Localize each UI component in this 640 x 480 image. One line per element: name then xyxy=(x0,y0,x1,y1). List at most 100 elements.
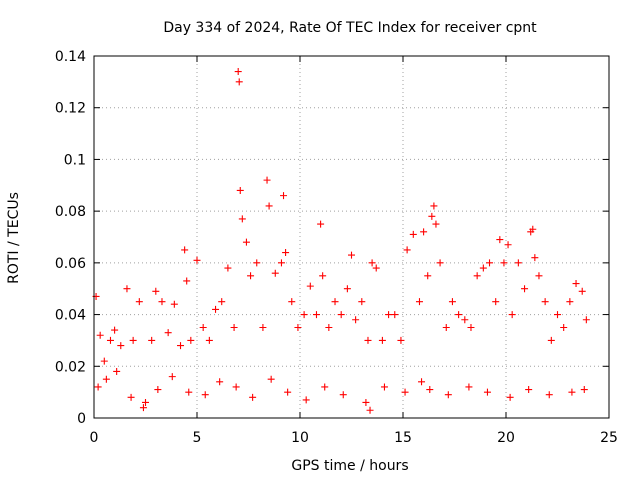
data-point xyxy=(331,298,339,306)
x-tick-label: 5 xyxy=(193,430,202,446)
data-point xyxy=(177,342,185,350)
data-point xyxy=(473,272,481,280)
data-point xyxy=(479,264,487,272)
data-point xyxy=(312,311,320,319)
data-point xyxy=(514,259,522,267)
data-point xyxy=(401,388,409,396)
data-point xyxy=(96,331,104,339)
x-tick-label: 25 xyxy=(600,430,618,446)
data-point xyxy=(415,298,423,306)
data-point xyxy=(294,324,302,331)
data-point xyxy=(224,264,232,272)
data-point xyxy=(424,272,432,280)
data-point xyxy=(247,272,255,280)
data-point xyxy=(362,398,370,406)
data-point xyxy=(572,280,580,288)
data-point xyxy=(430,202,438,210)
data-point xyxy=(271,269,279,277)
data-point xyxy=(142,398,149,406)
data-point xyxy=(448,298,456,306)
data-point xyxy=(102,375,110,383)
data-point xyxy=(232,383,240,391)
data-point xyxy=(267,375,275,383)
data-point xyxy=(560,324,568,331)
data-point xyxy=(508,311,516,319)
data-point xyxy=(368,259,376,267)
data-point xyxy=(212,305,220,313)
y-tick-label: 0.08 xyxy=(55,204,86,220)
data-point xyxy=(455,311,463,319)
data-point xyxy=(343,285,351,293)
data-point xyxy=(366,406,374,414)
data-point xyxy=(535,272,543,280)
data-point xyxy=(378,336,386,344)
data-point xyxy=(135,298,143,306)
data-point xyxy=(302,396,310,404)
data-point xyxy=(280,192,288,200)
data-point xyxy=(348,251,355,259)
data-point xyxy=(364,336,372,344)
data-point xyxy=(218,298,226,306)
data-point xyxy=(372,264,380,272)
axis-ticks: 0 5 10 15 20 25 0 0.02 0.04 0.06 0.08 0.1 0.12 0.14 xyxy=(55,49,618,446)
data-point xyxy=(183,277,191,285)
data-point xyxy=(547,336,555,344)
data-point xyxy=(580,386,588,394)
data-point xyxy=(185,388,193,396)
data-point xyxy=(139,404,147,412)
data-point xyxy=(306,282,314,290)
data-point xyxy=(154,386,162,394)
data-point xyxy=(418,378,426,386)
data-point xyxy=(113,367,121,375)
data-point xyxy=(168,373,176,381)
data-point xyxy=(158,298,166,306)
data-point xyxy=(249,393,257,401)
data-point xyxy=(506,393,514,401)
data-point xyxy=(428,212,436,220)
data-point xyxy=(500,259,508,267)
plot-frame xyxy=(93,55,610,419)
data-points xyxy=(92,68,590,414)
data-point xyxy=(300,311,308,319)
data-point xyxy=(420,228,428,236)
data-point xyxy=(380,383,388,391)
data-point xyxy=(117,342,125,350)
data-point xyxy=(242,238,250,246)
data-point xyxy=(100,357,108,365)
data-point xyxy=(230,324,238,331)
data-point xyxy=(461,316,469,324)
data-point xyxy=(111,326,119,334)
y-tick-label: 0.04 xyxy=(55,308,86,324)
data-point xyxy=(129,336,137,344)
data-point xyxy=(391,311,399,319)
data-point xyxy=(277,259,285,267)
data-point xyxy=(486,259,494,267)
data-point xyxy=(496,236,504,244)
x-tick-label: 15 xyxy=(394,430,412,446)
data-point xyxy=(545,391,553,399)
data-point xyxy=(235,78,243,86)
data-point xyxy=(554,311,561,319)
data-point xyxy=(265,202,273,210)
data-point xyxy=(465,383,473,391)
y-axis-title: ROTI / TECUs xyxy=(6,192,22,284)
x-tick-label: 20 xyxy=(497,430,515,446)
data-point xyxy=(432,220,440,228)
data-point xyxy=(358,298,366,306)
data-point xyxy=(282,249,290,257)
data-point xyxy=(531,254,539,262)
data-point xyxy=(236,186,244,194)
data-point xyxy=(426,386,434,394)
data-point xyxy=(504,241,512,249)
x-axis-title: GPS time / hours xyxy=(291,458,408,474)
grid-lines xyxy=(94,56,609,418)
data-point xyxy=(205,336,213,344)
data-point xyxy=(187,336,195,344)
data-point xyxy=(325,324,333,331)
data-point xyxy=(436,259,444,267)
data-point xyxy=(199,324,207,331)
data-point xyxy=(317,220,325,228)
data-point xyxy=(444,391,452,399)
data-point xyxy=(201,391,209,399)
data-point xyxy=(352,316,360,324)
